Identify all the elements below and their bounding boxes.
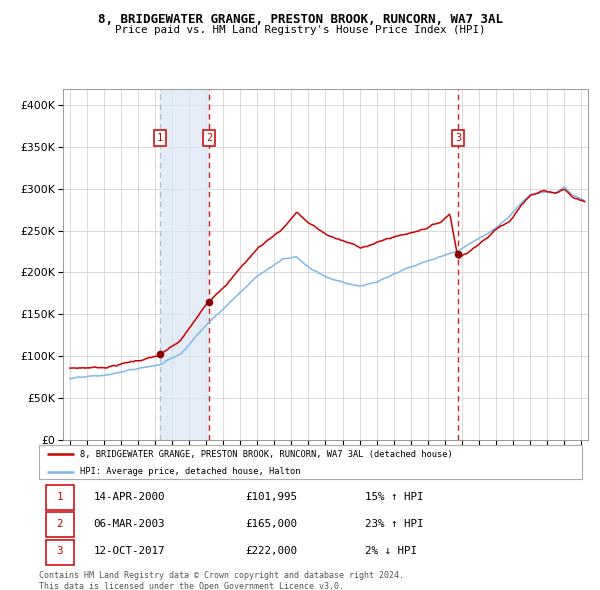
Text: 06-MAR-2003: 06-MAR-2003 [94,519,165,529]
Text: 1: 1 [56,492,63,502]
Text: Contains HM Land Registry data © Crown copyright and database right 2024.
This d: Contains HM Land Registry data © Crown c… [39,571,404,590]
Text: 23% ↑ HPI: 23% ↑ HPI [365,519,424,529]
FancyBboxPatch shape [46,485,74,510]
Text: 8, BRIDGEWATER GRANGE, PRESTON BROOK, RUNCORN, WA7 3AL (detached house): 8, BRIDGEWATER GRANGE, PRESTON BROOK, RU… [80,450,452,459]
Text: £222,000: £222,000 [245,546,298,556]
Text: 3: 3 [56,546,63,556]
FancyBboxPatch shape [39,445,582,479]
Text: 2% ↓ HPI: 2% ↓ HPI [365,546,417,556]
Text: £165,000: £165,000 [245,519,298,529]
Text: 2: 2 [56,519,63,529]
Text: £101,995: £101,995 [245,492,298,502]
FancyBboxPatch shape [46,512,74,537]
Text: 12-OCT-2017: 12-OCT-2017 [94,546,165,556]
Bar [160,88,209,440]
Text: 15% ↑ HPI: 15% ↑ HPI [365,492,424,502]
Text: 8, BRIDGEWATER GRANGE, PRESTON BROOK, RUNCORN, WA7 3AL: 8, BRIDGEWATER GRANGE, PRESTON BROOK, RU… [97,13,503,26]
Text: 14-APR-2000: 14-APR-2000 [94,492,165,502]
Text: Price paid vs. HM Land Registry's House Price Index (HPI): Price paid vs. HM Land Registry's House … [115,25,485,35]
Text: 3: 3 [455,133,461,143]
Text: HPI: Average price, detached house, Halton: HPI: Average price, detached house, Halt… [80,467,300,476]
Text: 2: 2 [206,133,212,143]
Text: 1: 1 [157,133,163,143]
FancyBboxPatch shape [46,540,74,565]
